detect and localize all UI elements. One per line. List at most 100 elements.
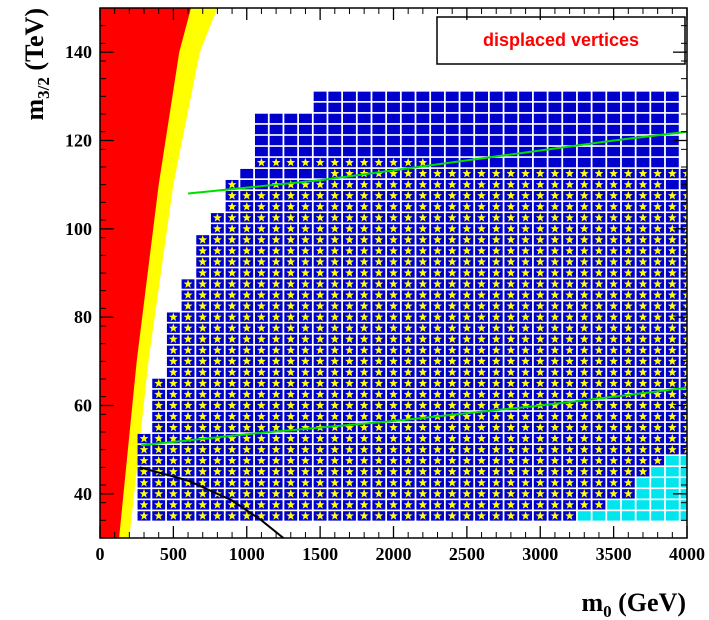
star-marker bbox=[447, 224, 457, 233]
star-marker bbox=[462, 301, 472, 310]
blue-square-marker bbox=[504, 135, 518, 146]
star-marker bbox=[667, 224, 677, 233]
star-marker bbox=[300, 312, 310, 321]
blue-square-marker bbox=[298, 146, 312, 157]
star-marker bbox=[256, 345, 266, 355]
star-marker bbox=[550, 500, 560, 509]
star-marker bbox=[168, 356, 178, 366]
star-marker bbox=[227, 301, 237, 310]
star-marker bbox=[477, 235, 487, 244]
blue-square-marker bbox=[592, 157, 606, 168]
blue-square-marker bbox=[489, 102, 503, 113]
star-marker bbox=[227, 268, 237, 277]
star-marker bbox=[315, 500, 325, 509]
star-marker bbox=[374, 213, 384, 222]
star-marker bbox=[579, 389, 589, 399]
blue-square-marker bbox=[577, 124, 591, 135]
star-marker bbox=[609, 279, 619, 288]
star-marker bbox=[550, 179, 560, 189]
star-marker bbox=[433, 467, 442, 476]
star-marker bbox=[198, 323, 208, 332]
star-marker bbox=[271, 235, 281, 244]
x-tick-label: 3000 bbox=[522, 544, 558, 564]
star-marker bbox=[433, 224, 442, 233]
star-marker bbox=[682, 422, 687, 432]
star-marker bbox=[433, 478, 442, 487]
star-marker bbox=[609, 179, 619, 189]
star-marker bbox=[535, 224, 545, 233]
star-marker bbox=[579, 246, 589, 255]
blue-square-marker bbox=[577, 113, 591, 124]
star-marker bbox=[300, 235, 310, 244]
star-marker bbox=[565, 478, 575, 487]
blue-square-marker bbox=[577, 135, 591, 146]
star-marker bbox=[477, 268, 487, 277]
star-marker bbox=[506, 367, 516, 377]
star-marker bbox=[286, 422, 296, 432]
star-marker bbox=[462, 257, 472, 266]
star-marker bbox=[183, 312, 193, 321]
star-marker bbox=[477, 290, 487, 299]
star-marker bbox=[403, 224, 413, 233]
blue-square-marker bbox=[401, 135, 415, 146]
blue-square-marker bbox=[328, 146, 342, 157]
star-marker bbox=[315, 489, 325, 498]
cyan-square-marker bbox=[665, 467, 679, 477]
star-marker bbox=[212, 456, 222, 465]
star-marker bbox=[330, 157, 340, 167]
star-marker bbox=[168, 444, 178, 454]
star-marker bbox=[579, 257, 589, 266]
star-marker bbox=[242, 422, 252, 432]
star-marker bbox=[389, 389, 398, 399]
blue-square-marker bbox=[460, 146, 474, 157]
star-marker bbox=[198, 444, 208, 454]
star-marker bbox=[521, 290, 531, 299]
star-marker bbox=[506, 257, 516, 266]
star-marker bbox=[227, 279, 237, 288]
star-marker bbox=[491, 467, 501, 476]
blue-square-marker bbox=[254, 168, 268, 179]
star-marker bbox=[653, 279, 663, 288]
star-marker bbox=[389, 301, 398, 310]
star-marker bbox=[286, 202, 296, 211]
star-marker bbox=[242, 191, 252, 200]
star-marker bbox=[565, 202, 575, 211]
star-marker bbox=[345, 246, 354, 255]
star-marker bbox=[168, 400, 178, 410]
star-marker bbox=[550, 257, 560, 266]
cyan-square-marker bbox=[665, 500, 679, 510]
star-marker bbox=[256, 456, 266, 465]
blue-square-marker bbox=[460, 102, 474, 113]
star-marker bbox=[653, 257, 663, 266]
star-marker bbox=[359, 334, 369, 344]
star-marker bbox=[271, 433, 281, 443]
star-marker bbox=[403, 257, 413, 266]
blue-square-marker bbox=[460, 135, 474, 146]
star-marker bbox=[594, 378, 604, 388]
star-marker bbox=[579, 235, 589, 244]
star-marker bbox=[198, 312, 208, 321]
star-marker bbox=[418, 478, 428, 487]
star-marker bbox=[447, 246, 457, 255]
star-marker bbox=[242, 312, 252, 321]
star-marker bbox=[198, 511, 208, 520]
star-marker bbox=[374, 367, 384, 377]
star-marker bbox=[374, 279, 384, 288]
star-marker bbox=[418, 312, 428, 321]
star-marker bbox=[550, 312, 560, 321]
star-marker bbox=[638, 290, 648, 299]
star-marker bbox=[403, 478, 413, 487]
star-marker bbox=[345, 456, 354, 465]
star-marker bbox=[256, 246, 266, 255]
blue-square-marker bbox=[401, 91, 415, 102]
blue-square-marker bbox=[357, 146, 371, 157]
star-marker bbox=[242, 345, 252, 355]
star-marker bbox=[638, 367, 648, 377]
star-marker bbox=[374, 500, 384, 509]
star-marker bbox=[403, 400, 413, 410]
star-marker bbox=[491, 279, 501, 288]
star-marker bbox=[315, 467, 325, 476]
star-marker bbox=[521, 334, 531, 344]
star-marker bbox=[491, 179, 501, 189]
star-marker bbox=[256, 400, 266, 410]
